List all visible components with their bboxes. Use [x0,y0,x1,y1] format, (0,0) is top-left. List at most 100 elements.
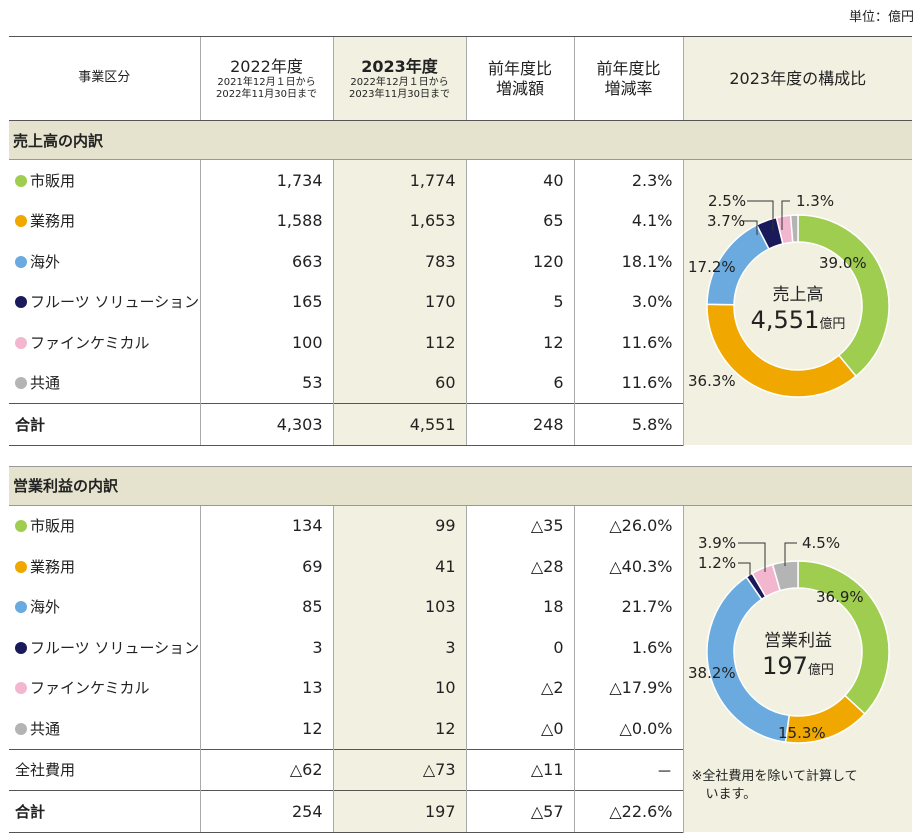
slice-label: 15.3% [778,724,826,742]
slice-label: 38.2% [688,664,736,682]
slice-label: 4.5% [802,534,840,552]
value-2022: 69 [199,546,333,587]
value-2023: 10 [332,667,466,708]
legend-dot-icon [15,174,27,187]
header-2022: 2022年度 2021年12月１日から 2022年11月30日まで [199,36,333,121]
value-rate: 5.8% [573,403,683,446]
value-rate: △17.9% [573,667,683,708]
legend-dot-icon [15,377,27,390]
value-diff: 120 [465,241,574,282]
value-2022: 3 [199,627,333,668]
donut-center-number: 197 [762,652,808,680]
table-row: 海外 663 783 120 18.1% [9,241,912,282]
value-2022: 1,734 [199,159,333,201]
legend-dot-icon [15,215,27,228]
value-diff: △28 [465,546,574,587]
row-label-cell: 業務用 [9,201,200,242]
value-2023: 12 [332,708,466,749]
legend-dot-icon [15,296,27,309]
legend-dot-icon [15,601,27,614]
header-segment: 事業区分 [9,36,200,121]
row-label: ファインケミカル [30,679,150,698]
donut-slice [771,559,799,591]
table-row: 共通 53 60 6 11.6% [9,362,912,404]
value-2023: 99 [332,505,466,546]
row-label: ファインケミカル [30,333,150,352]
table-row: フルーツ ソリューション 165 170 5 3.0% [9,281,912,323]
row-label-cell: 海外 [9,587,200,628]
value-2022: 85 [199,586,333,627]
value-diff: △11 [465,748,574,791]
donut-slice [796,214,890,378]
section-title-sales: 売上高の内訳 [9,120,912,160]
value-2022: 254 [199,790,333,833]
value-rate: △40.3% [573,546,683,587]
slice-label: 3.7% [707,212,745,230]
row-label-cell: 海外 [9,241,200,282]
value-rate: 1.6% [573,627,683,668]
slice-label: 1.2% [698,554,736,572]
donut-center-title: 営業利益 [764,631,832,651]
footnote-line2: います。 [705,787,757,803]
row-label: 全社費用 [15,761,76,780]
value-2023: 3 [332,627,466,668]
value-rate: △0.0% [573,708,683,749]
value-2022: 13 [199,667,333,708]
footnote: ※全社費用を除いて計算して います。 [692,768,858,806]
table-row: ファインケミカル 13 10 △2 △17.9% [9,667,912,708]
table-row: フルーツ ソリューション 3 3 0 1.6% [9,627,912,668]
table-row: 業務用 69 41 △28 △40.3% [9,546,912,587]
value-2023: 60 [332,362,466,404]
value-2023: 112 [332,322,466,363]
header-diff-line2: 増減額 [495,78,544,98]
header-diff: 前年度比 増減額 [465,36,574,121]
sales-composition-cell: 39.0% 36.3% 17.2% 3.7% 2.5% 1.3% 売上高 4,551億円 [682,159,912,445]
table-row: 市販用 1,734 1,774 40 2.3% 39.0% 36.3% 17.2% 3.7% 2.… [9,159,912,445]
value-2022: 165 [199,281,333,322]
header-rate-line1: 前年度比 [596,58,661,78]
leader-line [781,200,790,230]
value-diff: 248 [465,403,574,446]
row-label-cell: 業務用 [9,546,200,587]
value-diff: △57 [465,790,574,833]
row-label: 合計 [15,802,46,821]
value-diff: 6 [465,362,574,404]
value-2022: △62 [199,748,333,791]
row-label-cell: フルーツ ソリューション [9,282,200,323]
row-label-cell: 市販用 [9,505,200,546]
row-label: 市販用 [30,171,76,190]
value-2023: 783 [332,241,466,282]
row-label-cell: 共通 [9,363,200,404]
value-rate: △26.0% [573,505,683,546]
header-2022-title: 2022年度 [230,57,303,76]
header-2023-title: 2023年度 [361,57,438,76]
value-2023: 170 [332,281,466,322]
value-diff: △35 [465,505,574,546]
header-2023: 2023年度 2022年12月１日から 2023年11月30日まで [332,36,466,121]
value-diff: 40 [465,159,574,201]
table-row: 海外 85 103 18 21.7% [9,586,912,628]
header-2022-period-end: 2022年11月30日まで [216,88,317,100]
header-row: 事業区分 2022年度 2021年12月１日から 2022年11月30日まで 2… [9,36,912,121]
donut-slice [705,303,857,398]
donut-center-unit: 億円 [819,316,845,332]
value-rate: △22.6% [573,790,683,833]
row-label: フルーツ ソリューション [30,293,200,312]
value-diff: △0 [465,708,574,749]
value-2022: 100 [199,322,333,363]
leader-line [784,542,797,566]
legend-dot-icon [15,520,27,533]
slice-label: 39.0% [819,254,867,272]
value-2023: 103 [332,586,466,627]
row-label: 海外 [30,252,61,271]
header-rate: 前年度比 増減率 [573,36,683,121]
header-2022-period-start: 2021年12月１日から [217,77,316,88]
header-2023-period-start: 2022年12月１日から [350,77,449,88]
section-gap [9,445,912,466]
donut-center-unit: 億円 [807,662,833,678]
value-rate: 21.7% [573,586,683,627]
corporate-expense-row: 全社費用 △62 △73 △11 － [9,748,912,791]
value-rate: 11.6% [573,322,683,363]
row-label: 合計 [15,415,46,434]
